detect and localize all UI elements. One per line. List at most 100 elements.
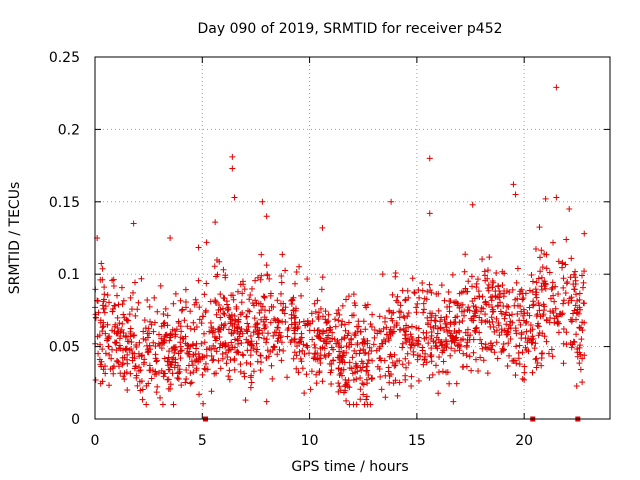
data-point	[443, 344, 450, 351]
data-point	[391, 362, 398, 369]
data-point	[179, 306, 186, 313]
data-point	[579, 379, 586, 386]
data-point	[316, 334, 323, 341]
data-point	[500, 346, 507, 353]
data-point	[560, 284, 567, 291]
data-point	[532, 245, 539, 252]
data-point	[519, 349, 526, 356]
data-point	[195, 244, 202, 251]
data-point	[217, 314, 224, 321]
data-point	[369, 311, 376, 318]
data-point	[243, 336, 250, 343]
data-point	[299, 347, 306, 354]
data-point	[196, 353, 203, 360]
data-point	[106, 382, 113, 389]
data-point	[386, 329, 393, 336]
data-point	[579, 272, 586, 279]
data-point	[548, 286, 555, 293]
data-point	[130, 289, 137, 296]
data-point	[150, 328, 157, 335]
data-point	[177, 334, 184, 341]
data-point	[190, 369, 197, 376]
data-point	[426, 374, 433, 381]
data-point	[151, 294, 158, 301]
data-point	[325, 311, 332, 318]
data-point	[469, 317, 476, 324]
notable-point	[167, 235, 174, 241]
data-point	[477, 336, 484, 343]
data-point	[367, 321, 374, 328]
data-point	[136, 339, 143, 346]
data-point	[99, 324, 106, 331]
data-point	[235, 316, 242, 323]
data-point	[536, 302, 543, 309]
data-point	[542, 281, 549, 288]
data-point	[239, 290, 246, 297]
data-point	[410, 351, 417, 358]
data-point	[537, 254, 544, 261]
notable-point	[319, 224, 326, 231]
data-point	[341, 349, 348, 356]
data-point	[213, 348, 220, 355]
data-point	[503, 303, 510, 310]
data-point	[340, 389, 347, 396]
data-point	[156, 369, 163, 376]
data-point	[364, 340, 371, 347]
data-point	[543, 338, 550, 345]
data-point	[576, 296, 583, 303]
data-point	[382, 372, 389, 379]
data-point	[538, 362, 545, 369]
data-point	[154, 308, 161, 315]
data-point	[278, 279, 285, 286]
data-point	[493, 327, 500, 334]
data-point	[456, 304, 463, 311]
data-point	[415, 325, 422, 332]
data-point	[444, 328, 451, 335]
data-point	[392, 377, 399, 384]
data-point	[337, 387, 344, 394]
data-point	[481, 268, 488, 275]
data-point	[448, 338, 455, 345]
data-point	[448, 330, 455, 337]
data-point	[532, 340, 539, 347]
data-point	[409, 275, 416, 282]
data-point	[301, 350, 308, 357]
data-point	[506, 352, 513, 359]
data-point	[114, 357, 121, 364]
data-point	[376, 355, 383, 362]
data-point	[363, 376, 370, 383]
data-point	[475, 367, 482, 374]
data-point	[392, 270, 399, 277]
data-point	[275, 318, 282, 325]
data-point	[107, 366, 114, 373]
data-point	[153, 371, 160, 378]
data-point	[476, 329, 483, 336]
data-point	[346, 384, 353, 391]
data-point	[341, 334, 348, 341]
data-point	[215, 357, 222, 364]
data-point	[568, 318, 575, 325]
data-point	[101, 296, 108, 303]
data-point	[441, 297, 448, 304]
data-point	[158, 323, 165, 330]
data-point	[493, 339, 500, 346]
data-point	[123, 356, 130, 363]
data-point	[182, 379, 189, 386]
data-point	[110, 276, 117, 283]
data-point	[519, 296, 526, 303]
data-point	[571, 286, 578, 293]
data-point	[131, 355, 138, 362]
data-point	[477, 354, 484, 361]
data-point	[524, 309, 531, 316]
data-point	[300, 318, 307, 325]
data-point	[360, 335, 367, 342]
data-point	[394, 293, 401, 300]
data-point	[201, 291, 208, 298]
data-point	[408, 373, 415, 380]
data-point	[222, 321, 229, 328]
data-point	[112, 340, 119, 347]
data-point	[238, 299, 245, 306]
data-point	[555, 329, 562, 336]
data-point	[264, 272, 271, 279]
